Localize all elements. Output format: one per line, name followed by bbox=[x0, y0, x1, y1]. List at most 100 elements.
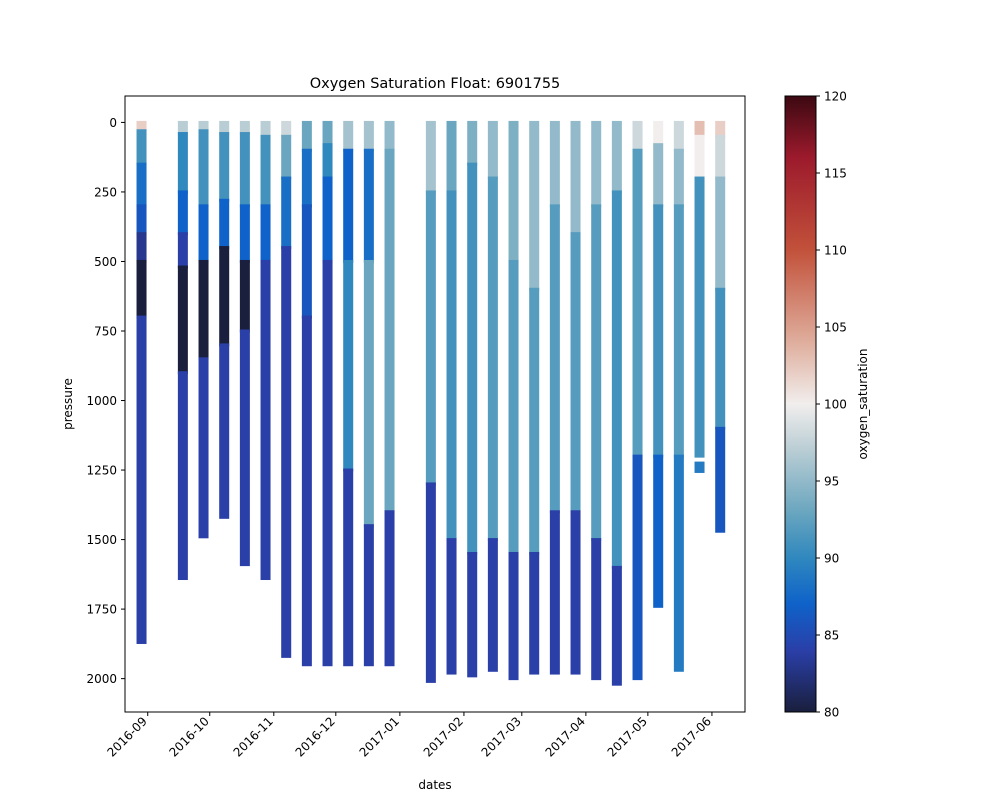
profile-column bbox=[260, 120, 271, 581]
profile-segment bbox=[570, 120, 581, 236]
y-axis: 0 250 500 750 1000 1250 1500 1750 2000 bbox=[86, 116, 125, 686]
y-tick-label: 1250 bbox=[86, 464, 117, 478]
profile-segment bbox=[281, 246, 292, 658]
profile-segment bbox=[136, 120, 147, 133]
profile-segment bbox=[715, 426, 726, 533]
x-tick-label: 2017-03 bbox=[479, 714, 524, 759]
profile-segment bbox=[239, 329, 250, 567]
profile-column bbox=[715, 120, 726, 533]
colorbar-tick-label: 85 bbox=[824, 629, 839, 643]
profile-segment bbox=[446, 538, 457, 675]
profile-column bbox=[198, 120, 209, 539]
profile-segment bbox=[136, 259, 147, 319]
profile-segment bbox=[198, 204, 209, 263]
profile-segment bbox=[673, 204, 684, 458]
profile-column bbox=[384, 120, 395, 667]
profile-segment bbox=[363, 259, 374, 528]
profile-segment bbox=[632, 454, 643, 681]
profile-segment bbox=[487, 538, 498, 672]
profile-segment bbox=[446, 190, 457, 542]
profile-segment bbox=[260, 134, 271, 208]
profile-segment bbox=[219, 120, 230, 136]
profile-segment bbox=[529, 287, 540, 555]
profile-segment bbox=[198, 259, 209, 361]
profile-segment bbox=[260, 204, 271, 263]
profile-column bbox=[281, 120, 292, 658]
profile-segment bbox=[487, 120, 498, 180]
x-tick-label: 2017-06 bbox=[669, 714, 714, 759]
profile-segment bbox=[322, 176, 333, 263]
profile-segment bbox=[260, 120, 271, 138]
y-tick-label: 500 bbox=[94, 255, 117, 269]
profile-segment bbox=[591, 204, 602, 542]
profile-segment bbox=[219, 198, 230, 250]
profile-segment bbox=[219, 132, 230, 202]
profile-segment bbox=[467, 551, 478, 678]
profile-segment bbox=[508, 551, 519, 681]
profile-segment bbox=[343, 148, 354, 263]
profile-column bbox=[425, 120, 436, 683]
profile-segment bbox=[239, 120, 250, 136]
profile-segment bbox=[363, 120, 374, 152]
profile-segment bbox=[694, 176, 705, 458]
colorbar-label: oxygen_saturation bbox=[856, 349, 870, 460]
profile-segment bbox=[343, 120, 354, 152]
x-tick-label: 2017-04 bbox=[543, 714, 588, 759]
colorbar-tick-label: 105 bbox=[824, 321, 847, 335]
profile-segment bbox=[239, 259, 250, 333]
profile-segment bbox=[177, 371, 188, 581]
profile-segment bbox=[136, 315, 147, 644]
profile-segment bbox=[611, 565, 622, 686]
profile-segment bbox=[591, 538, 602, 681]
profile-column bbox=[363, 120, 374, 667]
profile-segment bbox=[508, 120, 519, 263]
profile-segment bbox=[301, 204, 312, 319]
profile-column bbox=[653, 120, 664, 608]
profile-segment bbox=[549, 204, 560, 514]
x-tick-label: 2016-09 bbox=[105, 714, 150, 759]
profile-column bbox=[673, 120, 684, 672]
colorbar-tick-label: 100 bbox=[824, 398, 847, 412]
profile-segment bbox=[136, 232, 147, 263]
profile-segment bbox=[715, 287, 726, 430]
x-tick-label: 2017-05 bbox=[605, 714, 650, 759]
profile-column bbox=[467, 120, 478, 678]
profile-segment bbox=[136, 162, 147, 208]
profile-segment bbox=[281, 134, 292, 180]
profile-segment bbox=[425, 482, 436, 683]
profile-segment bbox=[467, 120, 478, 166]
profile-segment bbox=[508, 259, 519, 555]
profile-segment bbox=[653, 120, 664, 147]
colorbar-tick-label: 120 bbox=[824, 90, 847, 104]
profile-segment bbox=[611, 190, 622, 569]
profile-segment bbox=[281, 120, 292, 138]
profile-segment bbox=[653, 204, 664, 458]
profile-segment bbox=[694, 120, 705, 138]
y-tick-label: 2000 bbox=[86, 672, 117, 686]
x-tick-label: 2017-02 bbox=[421, 714, 466, 759]
profile-segment bbox=[363, 524, 374, 667]
y-axis-label: pressure bbox=[61, 378, 75, 430]
profile-segment bbox=[384, 120, 395, 152]
profile-segment bbox=[177, 265, 188, 375]
colorbar-tick-label: 95 bbox=[824, 475, 839, 489]
profile-segment bbox=[694, 461, 705, 473]
profile-segment bbox=[384, 148, 395, 514]
profile-segment bbox=[198, 129, 209, 208]
profile-column bbox=[508, 120, 519, 681]
colorbar bbox=[784, 95, 817, 713]
profile-segment bbox=[487, 176, 498, 542]
profile-segment bbox=[322, 259, 333, 667]
profile-column bbox=[529, 120, 540, 675]
profile-segment bbox=[239, 132, 250, 208]
x-axis-label: dates bbox=[418, 778, 451, 792]
profile-segment bbox=[570, 510, 581, 675]
x-tick-label: 2016-11 bbox=[231, 714, 276, 759]
profile-segment bbox=[198, 120, 209, 133]
profile-segment bbox=[673, 120, 684, 152]
profile-segment bbox=[673, 454, 684, 672]
profile-segment bbox=[446, 120, 457, 194]
y-tick-label: 0 bbox=[109, 116, 117, 130]
colorbar-tick-label: 115 bbox=[824, 167, 847, 181]
profile-column bbox=[611, 120, 622, 686]
